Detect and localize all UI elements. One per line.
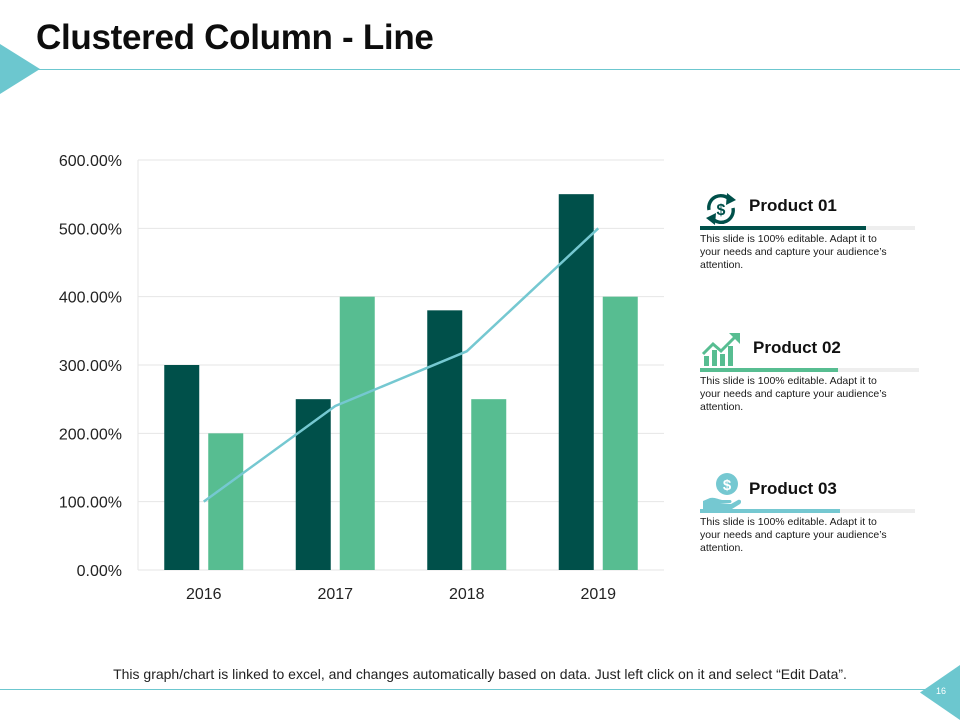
x-tick-label: 2016 xyxy=(186,586,222,603)
bar xyxy=(164,365,200,570)
growth-chart-icon xyxy=(701,333,740,366)
line-path xyxy=(203,227,600,503)
product-progress-fill xyxy=(700,226,866,230)
svg-text:$: $ xyxy=(723,477,732,494)
product-name: Product 03 xyxy=(749,479,837,498)
page-number: 16 xyxy=(936,686,947,696)
product-description: This slide is 100% editable. Adapt it to… xyxy=(700,375,887,413)
bar xyxy=(602,296,638,570)
line-series xyxy=(203,227,600,503)
product-progress-fill xyxy=(700,509,840,513)
bar xyxy=(295,399,331,570)
y-tick-label: 100.00% xyxy=(59,495,122,512)
y-tick-label: 400.00% xyxy=(59,290,122,307)
bar xyxy=(339,296,375,570)
bar xyxy=(558,194,594,570)
bar xyxy=(471,399,507,570)
x-tick-label: 2019 xyxy=(580,586,616,603)
product-description: This slide is 100% editable. Adapt it to… xyxy=(700,233,887,271)
bar xyxy=(208,433,244,570)
product-progress-track xyxy=(700,368,919,372)
x-tick-label: 2017 xyxy=(317,586,353,603)
header-rule xyxy=(0,69,960,70)
product-progress-track xyxy=(700,226,915,230)
y-tick-label: 600.00% xyxy=(59,153,122,170)
product-name: Product 02 xyxy=(753,338,841,357)
y-tick-label: 300.00% xyxy=(59,358,122,375)
x-tick-label: 2018 xyxy=(449,586,485,603)
product-progress-fill xyxy=(700,368,838,372)
footer-rule xyxy=(0,689,960,690)
bars xyxy=(164,194,638,570)
axis-labels: 0.00% 100.00% 200.00% 300.00% 400.00% 500.00%… xyxy=(59,153,616,603)
dollar-hand-icon: $ xyxy=(703,473,742,510)
bar xyxy=(427,310,463,570)
product-description: This slide is 100% editable. Adapt it to… xyxy=(700,516,887,554)
slide-title: Clustered Column - Line xyxy=(36,18,434,57)
footer-note: This graph/chart is linked to excel, and… xyxy=(113,666,847,682)
y-tick-label: 500.00% xyxy=(59,221,122,238)
dollar-refresh-icon: $ xyxy=(706,193,736,225)
y-tick-label: 0.00% xyxy=(77,563,122,580)
y-tick-label: 200.00% xyxy=(59,426,122,443)
product-progress-track xyxy=(700,509,915,513)
svg-text:$: $ xyxy=(717,202,726,219)
product-name: Product 01 xyxy=(749,196,837,215)
